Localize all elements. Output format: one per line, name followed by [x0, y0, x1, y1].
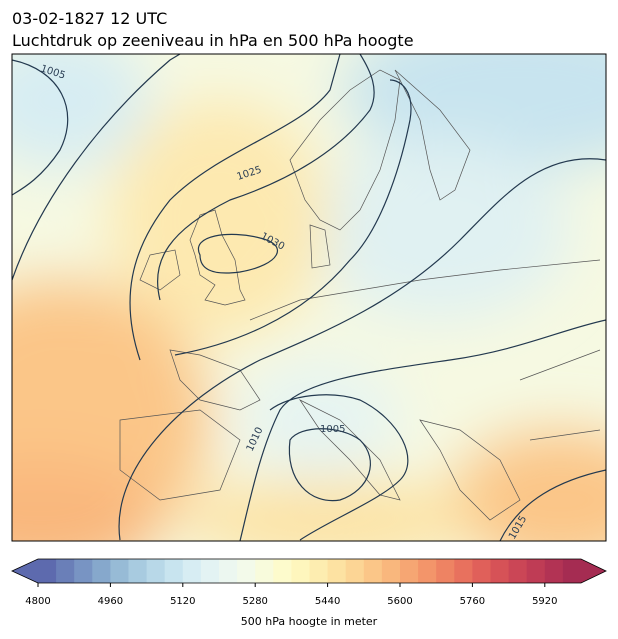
- colorbar-tick-label: 5120: [170, 596, 195, 607]
- colorbar-bin: [146, 559, 166, 583]
- contour-label: 1005: [320, 424, 345, 435]
- colorbar-bin: [255, 559, 274, 583]
- colorbar-bin: [128, 559, 148, 583]
- colorbar-bin: [291, 559, 310, 583]
- colorbar-bin: [454, 559, 473, 583]
- colorbar-bin: [219, 559, 238, 583]
- colorbar-bin: [472, 559, 491, 583]
- colorbar-bin: [309, 559, 329, 583]
- colorbar-bin: [345, 559, 365, 583]
- colorbar-bin: [436, 559, 455, 583]
- colorbar: 4800 4960 5120 5280 5440 5600 5760 5920: [11, 558, 607, 607]
- isobars: [12, 54, 606, 541]
- colorbar-bin: [200, 559, 220, 583]
- colorbar-bin: [92, 559, 111, 583]
- title: 03-02-1827 12 UTC: [12, 9, 167, 28]
- colorbar-extend-low: [12, 559, 38, 583]
- colorbar-tick-label: 5760: [460, 596, 485, 607]
- colorbar-bin: [418, 559, 437, 583]
- colorbar-bin: [74, 559, 93, 583]
- colorbar-bin: [110, 559, 129, 583]
- coastlines: [119, 69, 601, 521]
- colorbar-bin: [508, 559, 528, 583]
- colorbar-bin: [544, 559, 564, 583]
- map-frame: [11, 53, 607, 542]
- colorbar-bin: [327, 559, 347, 583]
- colorbar-bin: [273, 559, 292, 583]
- colorbar-tick-label: 5920: [532, 596, 557, 607]
- colorbar-bin: [400, 559, 419, 583]
- colorbar-bin: [381, 559, 401, 583]
- colorbar-tick-label: 5280: [242, 596, 267, 607]
- colorbar-bin: [237, 559, 256, 583]
- colorbar-bin: [56, 559, 75, 583]
- colorbar-tick-label: 5440: [315, 596, 340, 607]
- colorbar-bin: [164, 559, 184, 583]
- colorbar-tick-label: 4960: [98, 596, 123, 607]
- map: 1005 1025 1030 1010 1005 1015: [12, 54, 606, 541]
- colorbar-bin: [526, 559, 546, 583]
- colorbar-bin: [182, 559, 202, 583]
- colorbar-bin: [490, 559, 510, 583]
- colorbar-tick-label: 4800: [25, 596, 50, 607]
- colorbar-bin: [38, 559, 57, 583]
- colorbar-label: 500 hPa hoogte in meter: [241, 615, 378, 628]
- subtitle: Luchtdruk op zeeniveau in hPa en 500 hPa…: [12, 31, 414, 50]
- colorbar-tick-label: 5600: [387, 596, 412, 607]
- colorbar-bin: [562, 559, 582, 583]
- colorbar-extend-high: [581, 559, 606, 583]
- colorbar-bin: [363, 559, 383, 583]
